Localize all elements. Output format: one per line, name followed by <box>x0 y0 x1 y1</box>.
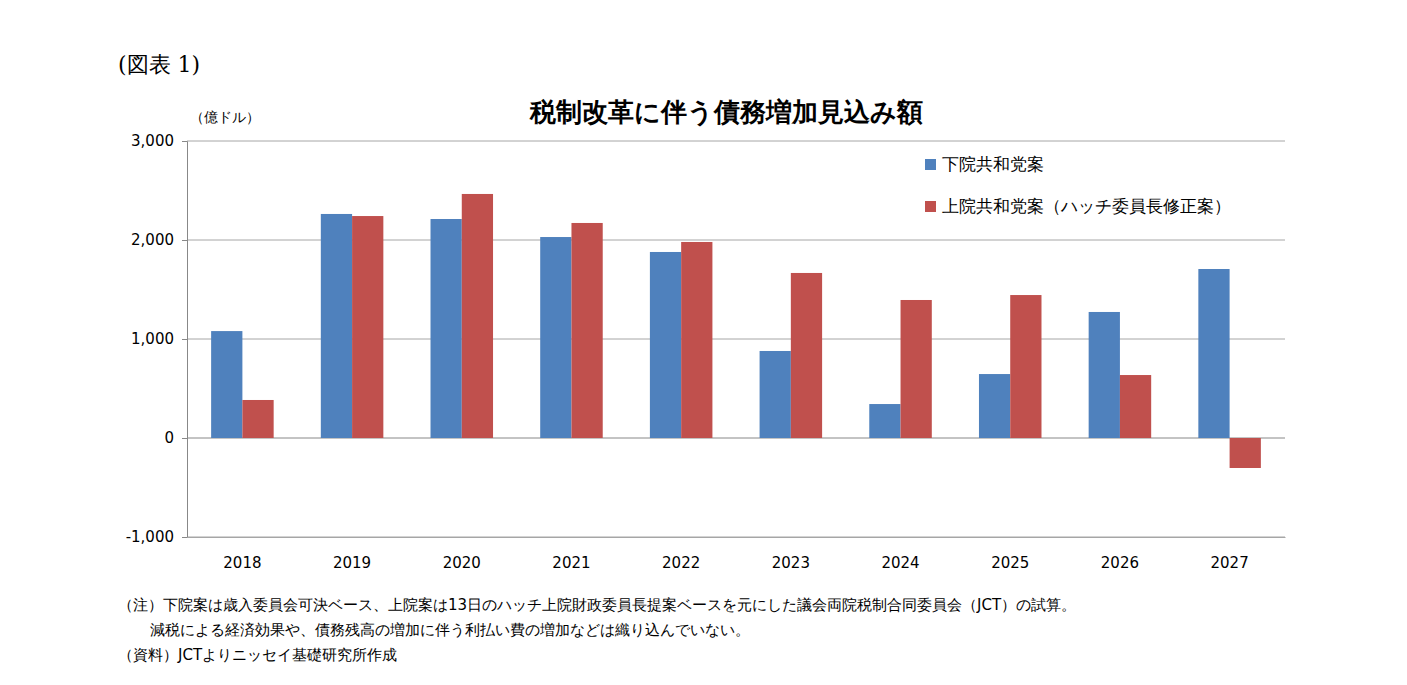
x-tick: 2022 <box>662 537 700 572</box>
title: 税制改革に伴う債務増加見込み額 <box>529 97 923 127</box>
x-tick-label: 2025 <box>991 554 1029 572</box>
grid-line <box>187 537 1285 538</box>
y-tick-label: 0 <box>164 429 174 447</box>
bar <box>1120 375 1151 438</box>
bar <box>321 214 352 438</box>
legend-item: 下院共和党案 <box>925 154 1044 174</box>
y-tick-mark <box>182 339 187 340</box>
y-tick-label: 1,000 <box>131 330 174 348</box>
y-axis-label: （億ドル） <box>190 109 260 125</box>
bar <box>760 351 791 438</box>
y-tick: 0 <box>164 429 187 447</box>
note: （注）下院案は歳入委員会可決ベース、上院案は13日のハッチ上院財政委員長提案ベー… <box>118 596 1076 614</box>
x-tick: 2023 <box>772 537 810 572</box>
x-tick: 2021 <box>552 537 590 572</box>
bars <box>211 194 1261 468</box>
legend-label: 下院共和党案 <box>942 154 1044 174</box>
bar <box>211 331 242 438</box>
bar <box>462 194 493 438</box>
x-tick-label: 2027 <box>1211 554 1249 572</box>
bar <box>571 223 602 438</box>
x-tick-label: 2019 <box>333 554 371 572</box>
x-tick: 2025 <box>991 537 1029 572</box>
x-axis-line <box>188 537 1286 538</box>
bar <box>242 400 273 438</box>
y-tick-label: 2,000 <box>131 231 174 249</box>
y-tick: 1,000 <box>131 330 187 348</box>
y-tick-mark <box>182 537 187 538</box>
legend-label: 上院共和党案（ハッチ委員長修正案） <box>942 196 1231 216</box>
x-tick-label: 2026 <box>1101 554 1139 572</box>
y-tick-mark <box>182 438 187 439</box>
series <box>211 214 1229 438</box>
bar <box>869 404 900 438</box>
y-tick-mark <box>182 240 187 241</box>
y-tick: 2,000 <box>131 231 187 249</box>
bar <box>540 237 571 438</box>
y-tick-label: 3,000 <box>131 132 174 150</box>
legend: 下院共和党案上院共和党案（ハッチ委員長修正案） <box>925 154 1231 216</box>
legend-swatch <box>925 201 936 212</box>
grid <box>187 141 1285 537</box>
legend-swatch <box>925 159 936 170</box>
chart: (図表 1) 税制改革に伴う債務増加見込み額 （億ドル） -1,000 0 1,000 2,… <box>0 0 1407 685</box>
y-tick-mark <box>182 141 187 142</box>
bar <box>352 216 383 438</box>
bar <box>650 252 681 438</box>
grid-line <box>187 141 1285 142</box>
bar <box>1089 312 1120 438</box>
y-tick: -1,000 <box>126 528 187 546</box>
x-tick: 2020 <box>443 537 481 572</box>
bar <box>1198 269 1229 438</box>
x-tick-label: 2022 <box>662 554 700 572</box>
y-axis: -1,000 0 1,000 2,000 3,000 <box>126 132 188 546</box>
legend-item: 上院共和党案（ハッチ委員長修正案） <box>925 196 1231 216</box>
x-tick-label: 2024 <box>881 554 919 572</box>
bar <box>979 374 1010 438</box>
series <box>242 194 1260 468</box>
bar <box>1230 438 1261 468</box>
x-tick-label: 2023 <box>772 554 810 572</box>
x-axis: 2018 2019 2020 2021 2022 2023 2024 2025 2026 2027 <box>188 537 1286 572</box>
bar <box>431 219 462 438</box>
x-tick-label: 2021 <box>552 554 590 572</box>
x-tick: 2018 <box>223 537 261 572</box>
y-axis-line <box>182 142 188 538</box>
y-tick: 3,000 <box>131 132 187 150</box>
x-tick: 2026 <box>1101 537 1139 572</box>
note: 減税による経済効果や、債務残高の増加に伴う利払い費の増加などは織り込んでいない。 <box>150 621 750 639</box>
bar <box>791 273 822 438</box>
bar <box>681 242 712 438</box>
note: （資料）JCTよりニッセイ基礎研究所作成 <box>118 646 397 664</box>
bar <box>1010 295 1041 438</box>
x-tick: 2019 <box>333 537 371 572</box>
y-tick-label: -1,000 <box>126 528 174 546</box>
x-tick: 2027 <box>1211 537 1249 572</box>
x-tick-label: 2020 <box>443 554 481 572</box>
bar <box>901 300 932 438</box>
x-tick-label: 2018 <box>223 554 261 572</box>
x-tick: 2024 <box>881 537 919 572</box>
figure-label: (図表 1) <box>118 52 200 77</box>
